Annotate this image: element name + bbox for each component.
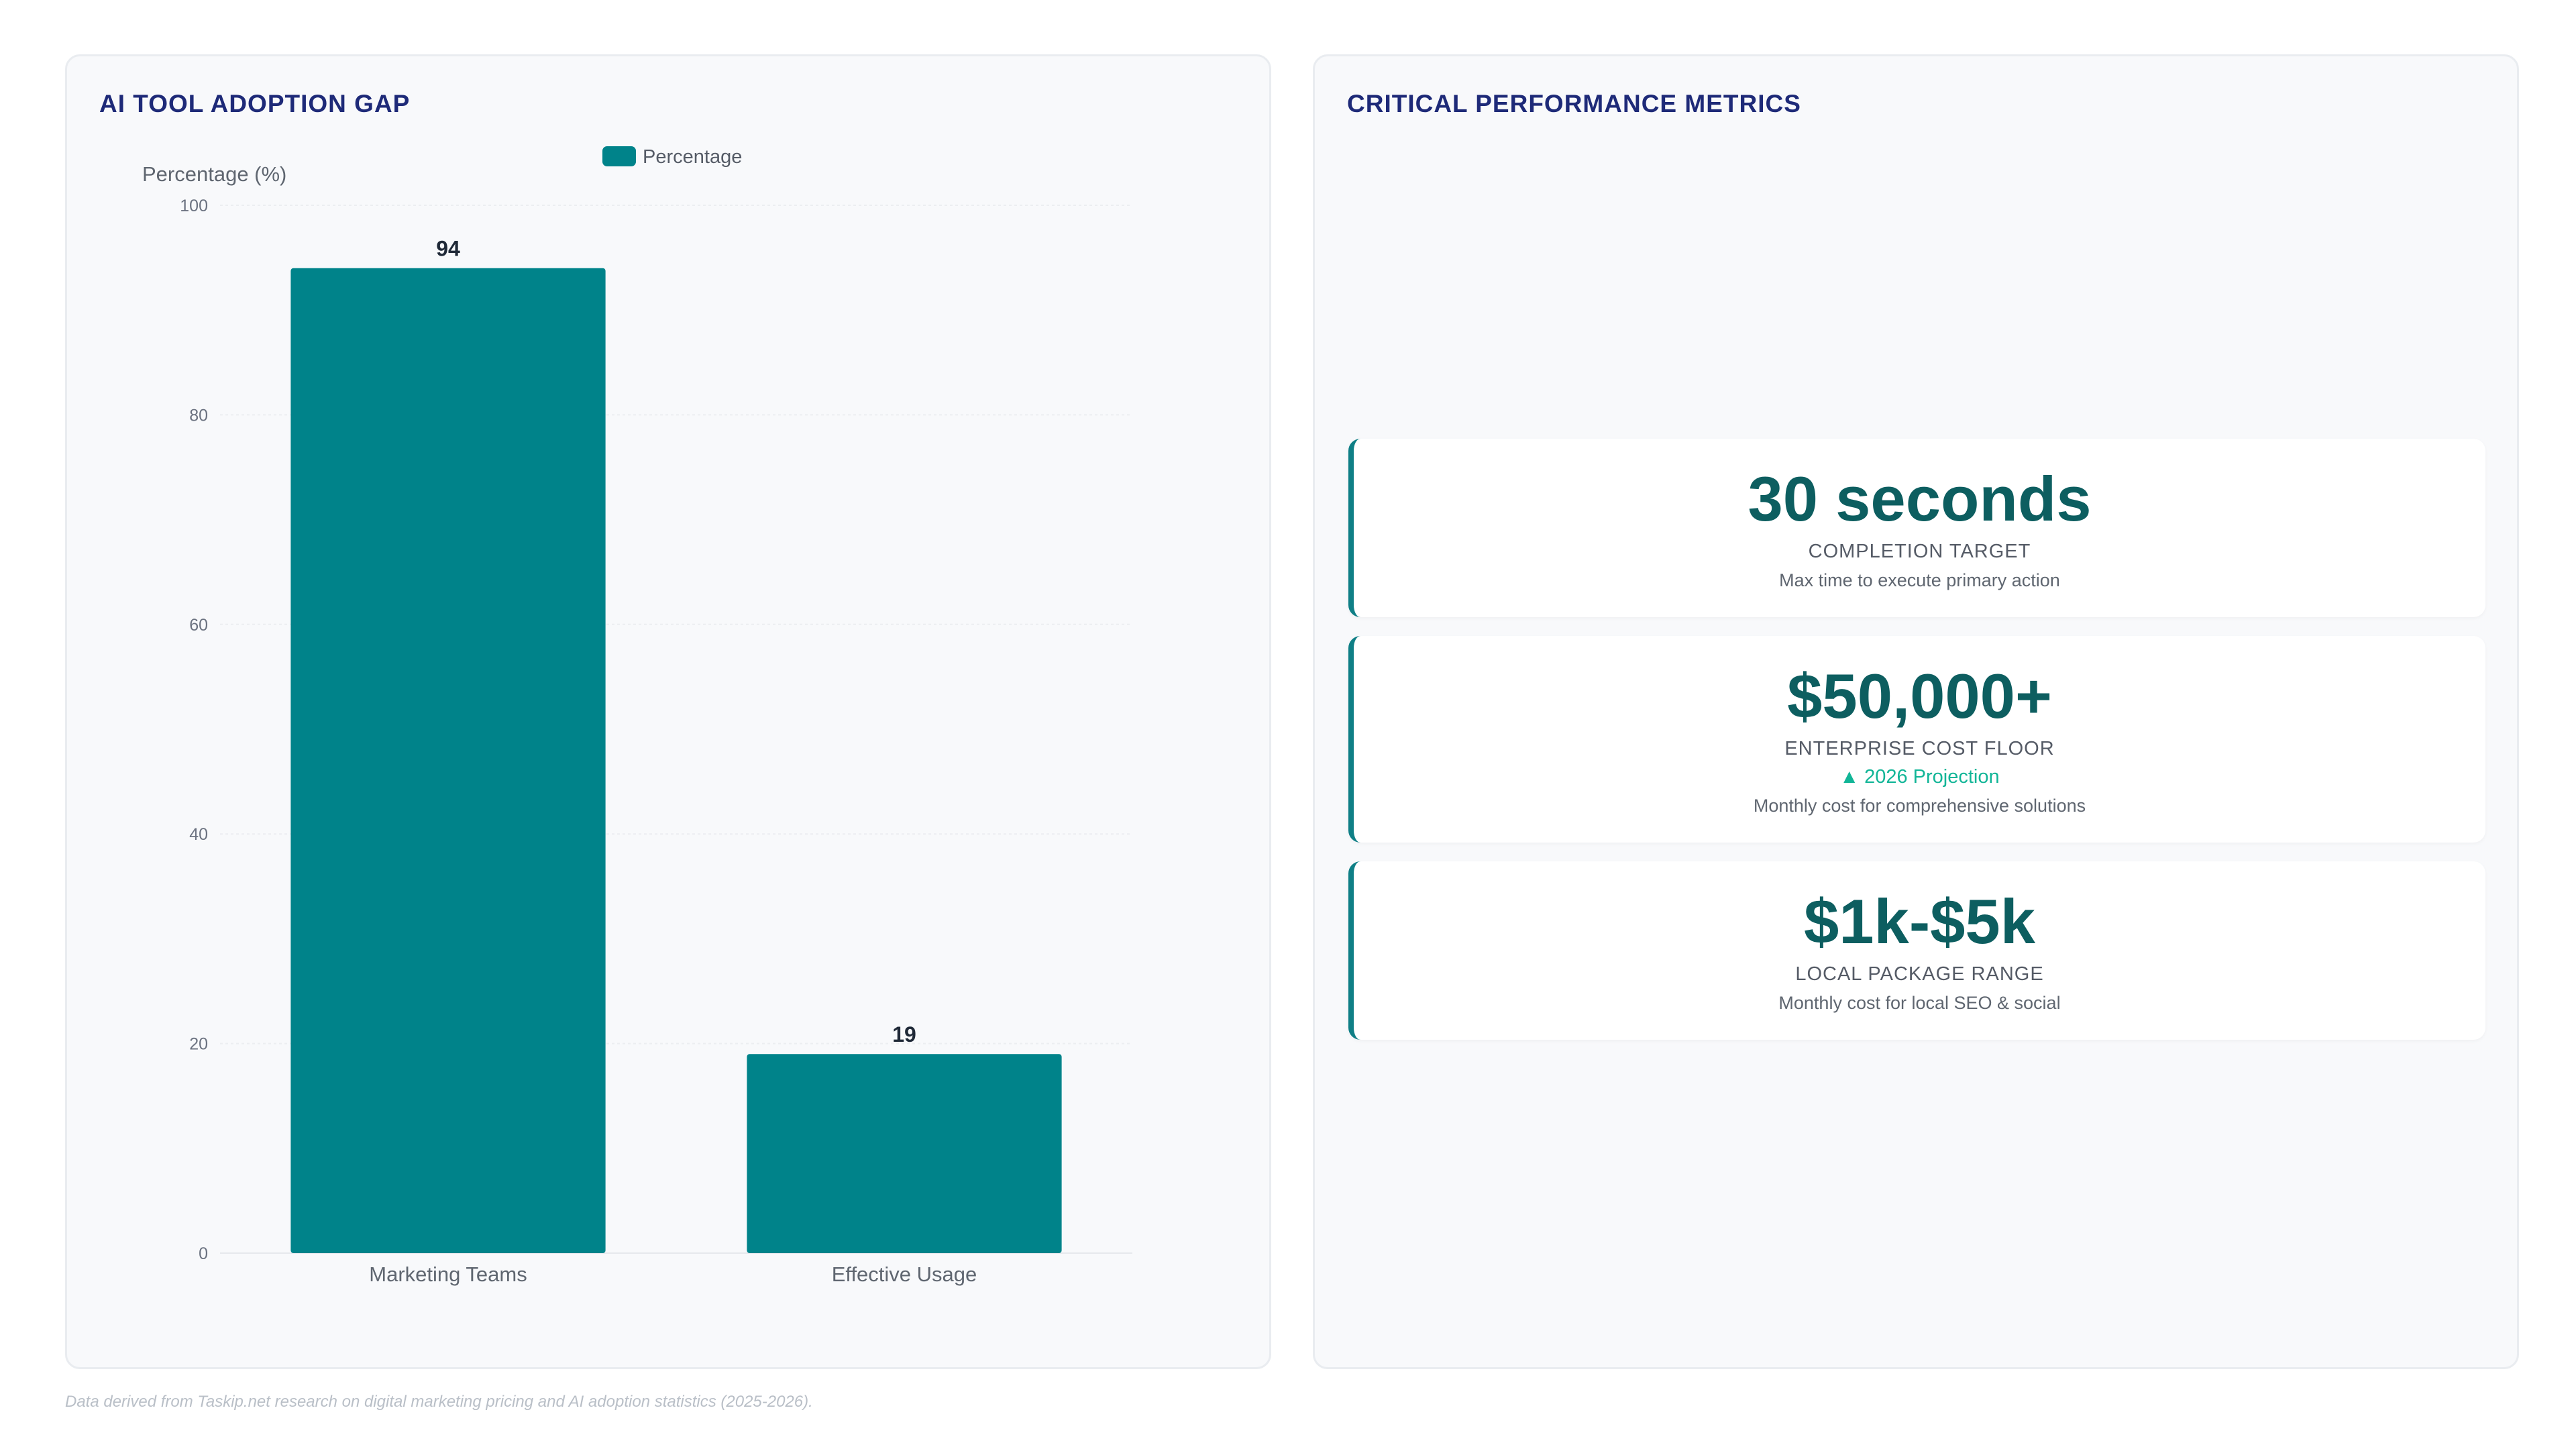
legend-swatch: [602, 146, 636, 166]
y-axis-label: Percentage (%): [142, 162, 286, 186]
metric-description: Max time to execute primary action: [1779, 570, 2060, 590]
y-tick-label: 80: [189, 406, 208, 425]
bar-data-label: 94: [436, 237, 460, 261]
performance-metrics-panel: CRITICAL PERFORMANCE METRICS 30 seconds …: [1313, 54, 2519, 1369]
data-source-footnote: Data derived from Taskip.net research on…: [65, 1393, 813, 1411]
metric-description: Monthly cost for comprehensive solutions: [1753, 796, 2086, 816]
metric-label: ENTERPRISE COST FLOOR: [1784, 738, 2055, 759]
bar-data-label: 19: [892, 1022, 916, 1046]
metric-card-enterprise-cost: $50,000+ ENTERPRISE COST FLOOR ▲ 2026 Pr…: [1348, 636, 2485, 843]
panel-title: CRITICAL PERFORMANCE METRICS: [1347, 90, 1801, 117]
panel-title: AI TOOL ADOPTION GAP: [99, 90, 411, 117]
legend-label: Percentage: [643, 146, 742, 168]
bar: [290, 268, 606, 1254]
metric-card-local-package: $1k-$5k LOCAL PACKAGE RANGE Monthly cost…: [1348, 861, 2485, 1040]
x-tick-label: Marketing Teams: [369, 1263, 527, 1286]
adoption-gap-panel: AI TOOL ADOPTION GAP 0 20 40 60 80 100 Percent…: [65, 54, 1271, 1369]
bar: [747, 1054, 1062, 1253]
metric-card-completion-target: 30 seconds COMPLETION TARGET Max time to…: [1348, 439, 2485, 617]
metric-description: Monthly cost for local SEO & social: [1778, 993, 2061, 1013]
metric-label: LOCAL PACKAGE RANGE: [1795, 963, 2044, 985]
metric-label: COMPLETION TARGET: [1808, 541, 2031, 562]
metric-trend: ▲ 2026 Projection: [1839, 766, 2000, 788]
metric-cards: 30 seconds COMPLETION TARGET Max time to…: [1348, 439, 2485, 1059]
adoption-bar-chart: 0 20 40 60 80 100 Percentage (%) Percentage 94 Ma…: [142, 146, 1132, 1286]
y-tick-label: 20: [189, 1035, 208, 1054]
metric-value: $1k-$5k: [1804, 886, 2035, 957]
y-tick-label: 0: [199, 1244, 208, 1263]
y-tick-label: 40: [189, 825, 208, 844]
metric-value: 30 seconds: [1748, 464, 2092, 534]
x-tick-label: Effective Usage: [832, 1263, 977, 1286]
y-tick-label: 60: [189, 616, 208, 635]
y-tick-label: 100: [180, 197, 208, 215]
metric-value: $50,000+: [1787, 661, 2052, 731]
